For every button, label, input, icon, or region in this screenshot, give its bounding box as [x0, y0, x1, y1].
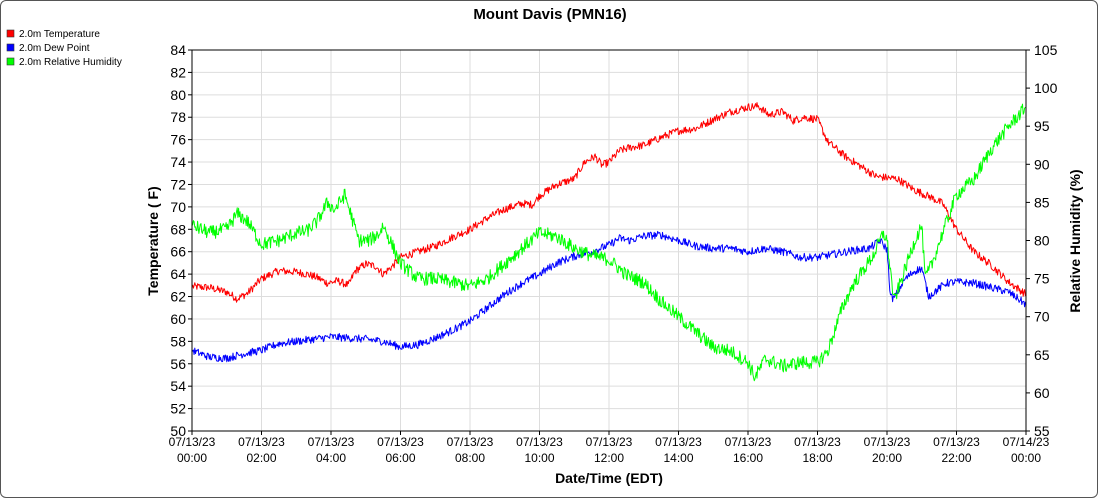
- y-tick-label-left: 64: [170, 266, 186, 282]
- y-tick-label-right: 100: [1034, 80, 1058, 96]
- x-tick-label-time: 06:00: [385, 451, 415, 465]
- y-tick-label-left: 82: [170, 64, 186, 80]
- series-line-1: [191, 102, 1027, 303]
- x-tick-label-time: 00:00: [177, 451, 207, 465]
- x-tick-label-date: 07/13/23: [864, 435, 911, 449]
- legend-label: 2.0m Relative Humidity: [19, 57, 122, 68]
- y-tick-label-right: 95: [1034, 118, 1050, 134]
- x-tick-label-time: 12:00: [594, 451, 624, 465]
- chart-title: Mount Davis (PMN16): [473, 6, 626, 23]
- y-tick-label-left: 56: [170, 356, 186, 372]
- x-tick-label-date: 07/14/23: [1003, 435, 1050, 449]
- x-tick-label-time: 22:00: [941, 451, 971, 465]
- x-tick-label-date: 07/13/23: [725, 435, 772, 449]
- legend-label: 2.0m Temperature: [19, 29, 100, 40]
- y-tick-label-right: 80: [1034, 233, 1050, 249]
- x-tick-label-time: 20:00: [872, 451, 902, 465]
- y-tick-label-right: 85: [1034, 194, 1050, 210]
- y-tick-label-right: 75: [1034, 271, 1050, 287]
- x-tick-label-time: 14:00: [663, 451, 693, 465]
- x-tick-label-date: 07/13/23: [933, 435, 980, 449]
- x-tick-label-date: 07/13/23: [655, 435, 702, 449]
- legend-swatch: [6, 57, 15, 66]
- y-tick-label-left: 52: [170, 401, 186, 417]
- x-tick-label-date: 07/13/23: [238, 435, 285, 449]
- x-axis-ticks: 07/13/23 00:00 07/13/23 02:00 07/13/23 04:00 0…: [169, 431, 1050, 465]
- y-axis-right-label: Relative Humidity (%): [1067, 169, 1083, 312]
- legend-swatch: [6, 43, 15, 52]
- y-axis-left-ticks: 50 52 54 56 58 60 62 64 66 68 70 72 74 76 78 80 82 84: [170, 42, 192, 439]
- y-tick-label-left: 84: [170, 42, 186, 58]
- y-tick-label-left: 66: [170, 244, 186, 260]
- y-tick-label-right: 65: [1034, 347, 1050, 363]
- y-tick-label-left: 80: [170, 87, 186, 103]
- series-line-3: [191, 103, 1027, 382]
- legend: 2.0m Temperature 2.0m Dew Point 2.0m Relat…: [6, 29, 122, 68]
- grid: [191, 49, 1027, 432]
- y-tick-label-left: 74: [170, 154, 186, 170]
- x-tick-label-time: 02:00: [246, 451, 276, 465]
- series-line-2: [191, 230, 1027, 363]
- x-axis-label: Date/Time (EDT): [555, 470, 663, 486]
- x-tick-label-date: 07/13/23: [308, 435, 355, 449]
- x-tick-label-date: 07/13/23: [169, 435, 216, 449]
- x-tick-label-date: 07/13/23: [516, 435, 563, 449]
- y-tick-label-left: 70: [170, 199, 186, 215]
- legend-swatch: [6, 29, 15, 38]
- y-tick-label-left: 72: [170, 176, 186, 192]
- y-tick-label-left: 60: [170, 311, 186, 327]
- y-tick-label-right: 70: [1034, 309, 1050, 325]
- y-tick-label-left: 50: [170, 423, 186, 439]
- y-tick-label-right: 90: [1034, 156, 1050, 172]
- x-tick-label-time: 04:00: [316, 451, 346, 465]
- x-tick-label-time: 10:00: [524, 451, 554, 465]
- x-tick-label-time: 00:00: [1011, 451, 1041, 465]
- y-tick-label-left: 76: [170, 132, 186, 148]
- x-tick-label-date: 07/13/23: [447, 435, 494, 449]
- x-tick-label-date: 07/13/23: [377, 435, 424, 449]
- x-tick-label-time: 08:00: [455, 451, 485, 465]
- x-tick-label-time: 18:00: [802, 451, 832, 465]
- x-tick-label-date: 07/13/23: [586, 435, 633, 449]
- series-layer: [191, 102, 1027, 382]
- x-tick-label-time: 16:00: [733, 451, 763, 465]
- legend-label: 2.0m Dew Point: [19, 43, 90, 54]
- y-tick-label-left: 68: [170, 221, 186, 237]
- y-axis-right-ticks: 55 60 65 70 75 80 85 90 95 100 105: [1026, 42, 1058, 439]
- y-tick-label-left: 58: [170, 333, 186, 349]
- x-tick-label-date: 07/13/23: [794, 435, 841, 449]
- y-tick-label-right: 60: [1034, 385, 1050, 401]
- y-axis-left-label: Temperature ( F): [145, 186, 161, 295]
- y-tick-label-left: 78: [170, 109, 186, 125]
- y-tick-label-left: 62: [170, 289, 186, 305]
- y-tick-label-right: 105: [1034, 42, 1058, 58]
- y-tick-label-left: 54: [170, 378, 186, 394]
- y-tick-label-right: 55: [1034, 423, 1050, 439]
